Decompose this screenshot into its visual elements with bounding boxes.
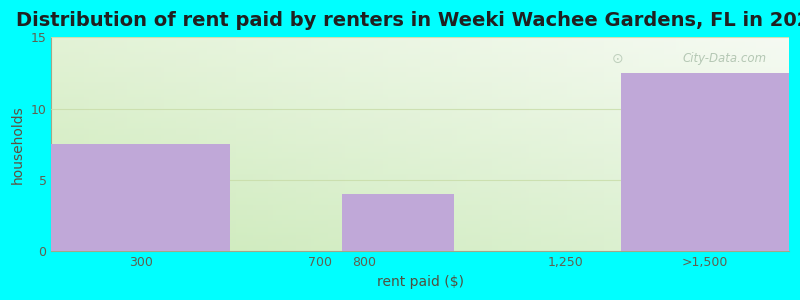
Title: Distribution of rent paid by renters in Weeki Wachee Gardens, FL in 2022: Distribution of rent paid by renters in … [16, 11, 800, 30]
Bar [342, 194, 454, 251]
Text: ⊙: ⊙ [611, 52, 623, 66]
X-axis label: rent paid ($): rent paid ($) [377, 275, 464, 289]
Y-axis label: households: households [11, 105, 25, 184]
Bar [51, 144, 230, 251]
Text: City-Data.com: City-Data.com [682, 52, 766, 65]
Bar [622, 73, 789, 251]
